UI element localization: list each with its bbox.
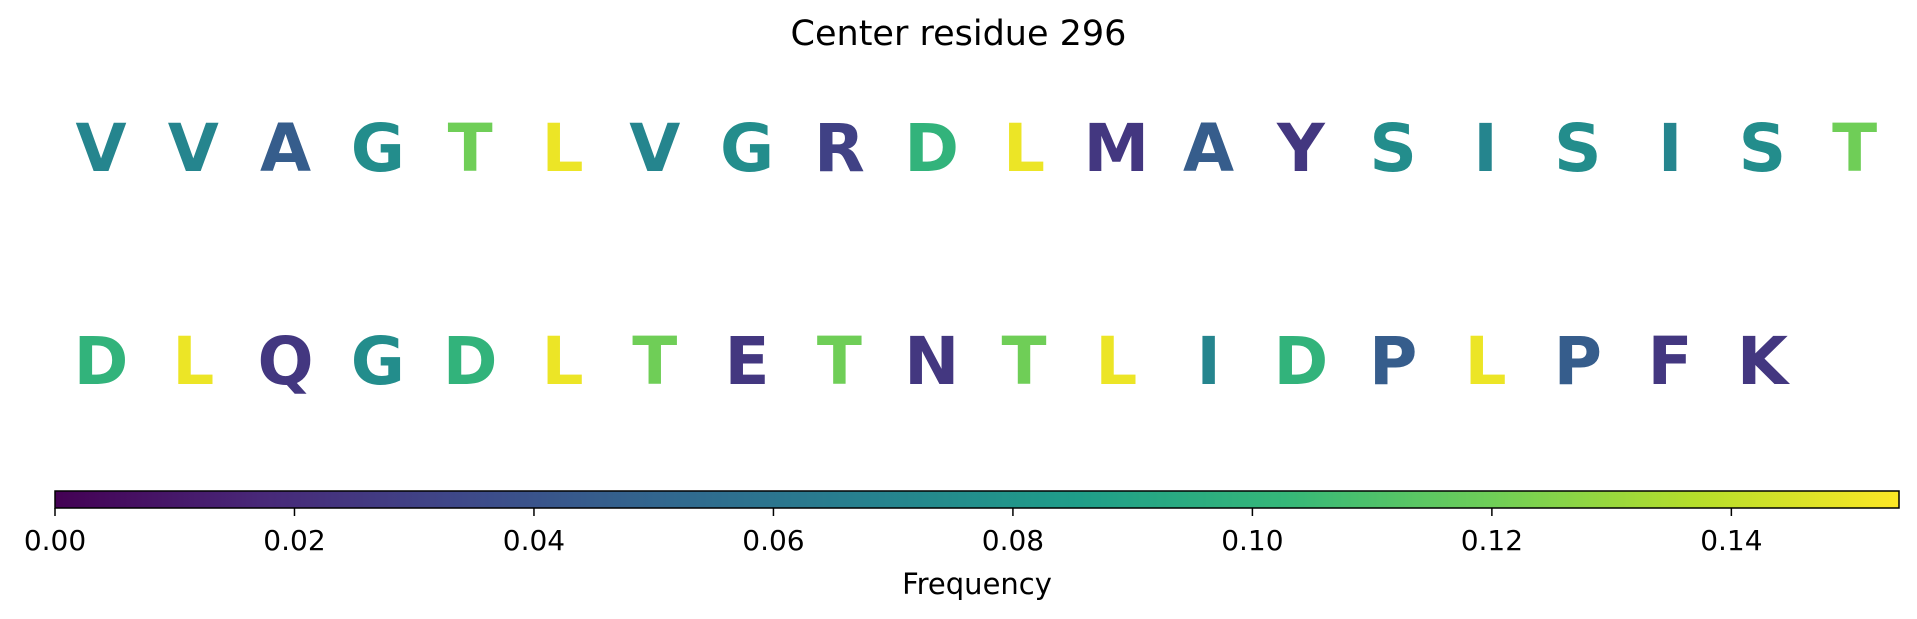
colorbar-tick-label: 0.00 — [24, 524, 86, 557]
residue-letter: V — [75, 110, 126, 187]
residue-letter: L — [1003, 110, 1045, 187]
residue-letter: P — [1554, 323, 1602, 400]
colorbar-tick-label: 0.06 — [742, 524, 804, 557]
residue-letter: S — [1739, 110, 1787, 187]
residue-letter: P — [1369, 323, 1417, 400]
residue-letter: L — [1095, 323, 1137, 400]
residue-letter: K — [1737, 323, 1791, 400]
residue-letter: S — [1369, 110, 1417, 187]
colorbar: 0.00 0.02 0.04 0.06 0.08 0.10 0.12 0.14 Frequenc… — [24, 490, 1900, 601]
colorbar-label: Frequency — [902, 567, 1052, 601]
residue-letter: I — [1196, 323, 1221, 400]
residue-letter: G — [351, 323, 405, 400]
residue-letter: L — [172, 323, 214, 400]
residue-letter: D — [443, 323, 498, 400]
residue-letter: D — [74, 323, 129, 400]
colorbar-tick-label: 0.12 — [1461, 524, 1523, 557]
chart-title: Center residue 296 — [790, 14, 1127, 54]
residue-letter: Y — [1276, 110, 1326, 187]
residue-letter: T — [448, 110, 493, 187]
residue-letter: S — [1554, 110, 1602, 187]
residue-letter: T — [817, 323, 862, 400]
residue-letter: A — [260, 110, 311, 187]
residue-letter: V — [168, 110, 219, 187]
residue-letter: M — [1083, 110, 1149, 187]
residue-letter: T — [1001, 323, 1046, 400]
colorbar-tick-label: 0.02 — [263, 524, 325, 557]
residue-letter: A — [1183, 110, 1234, 187]
residue-letter: D — [904, 110, 959, 187]
letters-layer: V V A G T L V G R D L M A Y S I S I S TD L Q G D L T E T N T L I D P L P F K — [74, 110, 1878, 400]
residue-letter: I — [1473, 110, 1498, 187]
residue-letter: T — [632, 323, 677, 400]
colorbar-gradient — [54, 490, 1900, 509]
residue-letter: G — [351, 110, 405, 187]
residue-letter: I — [1658, 110, 1683, 187]
residue-letter: L — [1464, 323, 1506, 400]
colorbar-tick-label: 0.14 — [1700, 524, 1762, 557]
residue-letter: N — [904, 323, 959, 400]
residue-letter: G — [720, 110, 774, 187]
colorbar-tick-label: 0.08 — [982, 524, 1044, 557]
colorbar-tick-label: 0.04 — [503, 524, 565, 557]
colorbar-tick-label: 0.10 — [1221, 524, 1283, 557]
residue-letter: V — [629, 110, 680, 187]
residue-letter: L — [541, 110, 583, 187]
residue-letter: D — [1274, 323, 1329, 400]
residue-letter: E — [725, 323, 770, 400]
residue-letter: Q — [258, 323, 314, 400]
residue-letter: T — [1832, 110, 1877, 187]
residue-letter: F — [1648, 323, 1693, 400]
residue-letter: R — [814, 110, 865, 187]
residue-letter: L — [541, 323, 583, 400]
